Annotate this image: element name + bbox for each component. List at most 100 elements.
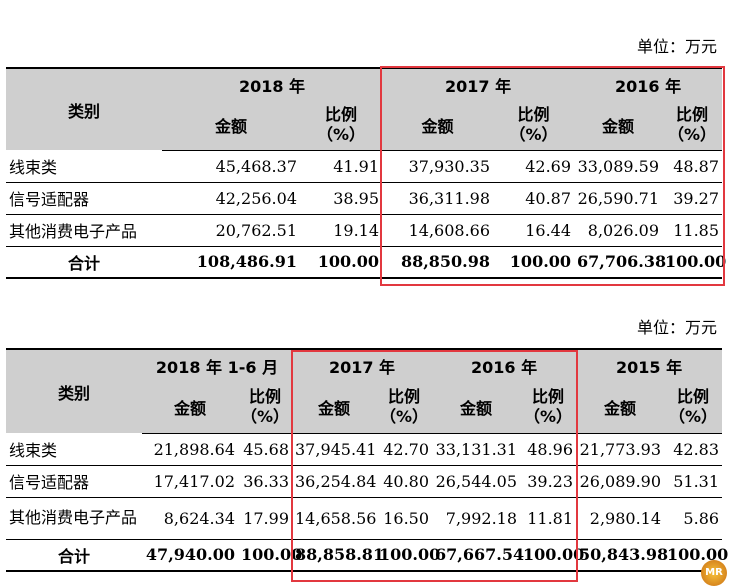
cell-value: 8,026.09 — [574, 214, 663, 247]
total-value: 100.00 — [493, 246, 575, 279]
total-label: 合计 — [6, 539, 142, 572]
cell-value: 2,980.14 — [576, 497, 665, 540]
cell-value: 36,254.84 — [292, 465, 376, 498]
cell-value: 51.31 — [664, 465, 723, 498]
cell-value: 14,608.66 — [382, 214, 494, 247]
highlight-box-1 — [380, 66, 725, 286]
total-row: 合计 108,486.91 100.00 88,850.98 100.00 67… — [6, 246, 726, 279]
revenue-table-1: 类别 2018 年 2017 年 2016 年 金额 比例 （%） 金额 比例 （%… — [6, 67, 726, 279]
category-header: 类别 — [6, 67, 162, 150]
ratio-header: 比例 （%） — [662, 100, 723, 151]
cell-value: 19.14 — [300, 214, 383, 247]
ratio-header: 比例 （%） — [520, 381, 577, 434]
row-category: 信号适配器 — [6, 465, 142, 498]
ratio-header: 比例 （%） — [376, 381, 433, 434]
total-value: 100.00 — [300, 246, 383, 279]
table-row: 线束类 45,468.37 41.91 37,930.35 42.69 33,0… — [6, 150, 723, 183]
total-value: 67,706.38 — [574, 246, 666, 279]
row-category: 其他消费电子产品 — [6, 497, 142, 540]
cell-value: 11.85 — [662, 214, 723, 247]
ratio-header: 比例 （%） — [664, 381, 723, 434]
cell-value: 5.86 — [664, 497, 723, 540]
amount-header: 金额 — [576, 381, 665, 434]
amount-header: 金额 — [142, 381, 238, 434]
total-value: 88,858.81 — [292, 539, 384, 572]
unit-label-1: 单位：万元 — [636, 37, 717, 56]
cell-value: 42.69 — [493, 150, 575, 183]
cell-value: 38.95 — [300, 182, 383, 215]
cell-value: 26,089.90 — [576, 465, 665, 498]
total-label: 合计 — [6, 246, 162, 279]
cell-value: 48.87 — [662, 150, 723, 183]
table-row: 信号适配器 17,417.02 36.33 36,254.84 40.80 26… — [6, 465, 723, 498]
year-header: 2015 年 — [576, 348, 723, 381]
amount-header: 金额 — [292, 381, 376, 434]
cell-value: 11.81 — [520, 497, 577, 540]
cell-value: 21,898.64 — [142, 433, 238, 466]
amount-header: 金额 — [574, 100, 663, 151]
category-header: 类别 — [6, 348, 142, 433]
table-row: 信号适配器 42,256.04 38.95 36,311.98 40.87 26… — [6, 182, 723, 215]
cell-value: 41.91 — [300, 150, 383, 183]
table-row: 其他消费电子产品 20,762.51 19.14 14,608.66 16.44… — [6, 214, 723, 247]
total-value: 67,667.54 — [432, 539, 524, 572]
table-row: 其他消费电子产品 8,624.34 17.99 14,658.56 16.50 … — [6, 497, 723, 540]
row-category: 线束类 — [6, 433, 142, 466]
unit-label-2: 单位：万元 — [636, 318, 717, 337]
table-row: 线束类 21,898.64 45.68 37,945.41 42.70 33,1… — [6, 433, 723, 466]
amount-header: 金额 — [162, 100, 300, 151]
cell-value: 17.99 — [238, 497, 292, 540]
cell-value: 17,417.02 — [142, 465, 238, 498]
cell-value: 21,773.93 — [576, 433, 665, 466]
cell-value: 26,590.71 — [574, 182, 663, 215]
cell-value: 16.50 — [376, 497, 433, 540]
total-value: 100.00 — [662, 246, 726, 279]
total-value: 88,850.98 — [382, 246, 494, 279]
cell-value: 36.33 — [238, 465, 292, 498]
row-category: 其他消费电子产品 — [6, 214, 162, 247]
cell-value: 36,311.98 — [382, 182, 494, 215]
cell-value: 39.27 — [662, 182, 723, 215]
cell-value: 42.83 — [664, 433, 723, 466]
year-header: 2016 年 — [574, 67, 723, 100]
cell-value: 16.44 — [493, 214, 575, 247]
cell-value: 45,468.37 — [162, 150, 300, 183]
cell-value: 8,624.34 — [142, 497, 238, 540]
year-header: 2018 年 — [162, 67, 383, 100]
cell-value: 45.68 — [238, 433, 292, 466]
highlight-box-2 — [291, 350, 578, 582]
year-header: 2017 年 — [292, 348, 433, 381]
total-value: 47,940.00 — [142, 539, 238, 572]
cell-value: 7,992.18 — [432, 497, 521, 540]
cell-value: 40.87 — [493, 182, 575, 215]
cell-value: 20,762.51 — [162, 214, 300, 247]
cell-value: 37,930.35 — [382, 150, 494, 183]
watermark-logo: MR — [701, 560, 727, 586]
total-value: 108,486.91 — [162, 246, 300, 279]
cell-value: 33,089.59 — [574, 150, 663, 183]
total-value: 100.00 — [376, 539, 440, 572]
total-row: 合计 47,940.00 100.00 88,858.81 100.00 67,… — [6, 539, 728, 572]
cell-value: 48.96 — [520, 433, 577, 466]
cell-value: 42,256.04 — [162, 182, 300, 215]
cell-value: 39.23 — [520, 465, 577, 498]
total-value: 100.00 — [238, 539, 302, 572]
cell-value: 37,945.41 — [292, 433, 376, 466]
ratio-header: 比例 （%） — [300, 100, 383, 151]
total-value: 50,843.98 — [576, 539, 668, 572]
total-value: 100.00 — [520, 539, 584, 572]
row-category: 信号适配器 — [6, 182, 162, 215]
ratio-header: 比例 （%） — [238, 381, 292, 434]
amount-header: 金额 — [382, 100, 494, 151]
year-header: 2018 年 1-6 月 — [142, 348, 292, 381]
row-category: 线束类 — [6, 150, 162, 183]
cell-value: 42.70 — [376, 433, 433, 466]
cell-value: 33,131.31 — [432, 433, 521, 466]
cell-value: 40.80 — [376, 465, 433, 498]
cell-value: 14,658.56 — [292, 497, 376, 540]
year-header: 2017 年 — [382, 67, 575, 100]
cell-value: 26,544.05 — [432, 465, 521, 498]
ratio-header: 比例 （%） — [493, 100, 575, 151]
revenue-table-2: 类别 2018 年 1-6 月 2017 年 2016 年 2015 年 金额 … — [6, 348, 728, 572]
amount-header: 金额 — [432, 381, 521, 434]
